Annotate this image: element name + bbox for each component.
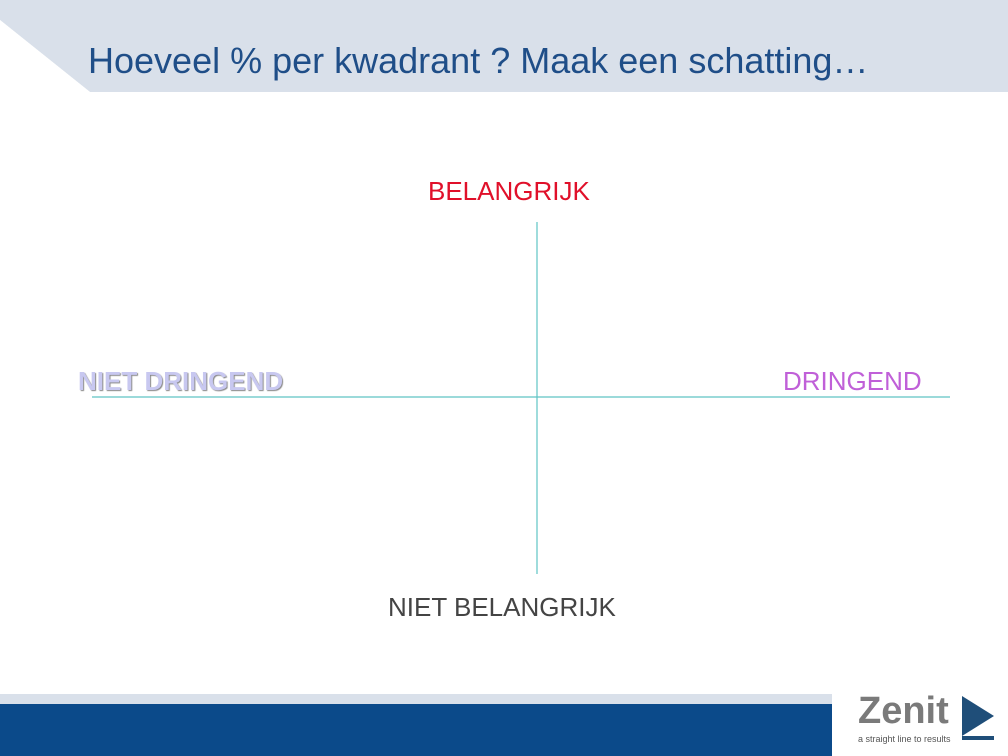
title: Hoeveel % per kwadrant ? Maak een schatt… (88, 40, 869, 81)
logo-name: Zenit (858, 690, 949, 732)
footer-band (0, 704, 832, 756)
footer-light (0, 694, 832, 704)
logo-arrow (962, 696, 994, 736)
logo-tagline: a straight line to results (858, 734, 951, 744)
header-cut (0, 20, 90, 92)
label-right: DRINGEND (783, 366, 922, 396)
logo-bar (962, 736, 994, 740)
label-top: BELANGRIJK (428, 176, 590, 206)
label-bottom: NIET BELANGRIJK (388, 592, 616, 622)
header-band (0, 0, 1008, 92)
label-left: NIET DRINGEND (78, 366, 284, 396)
